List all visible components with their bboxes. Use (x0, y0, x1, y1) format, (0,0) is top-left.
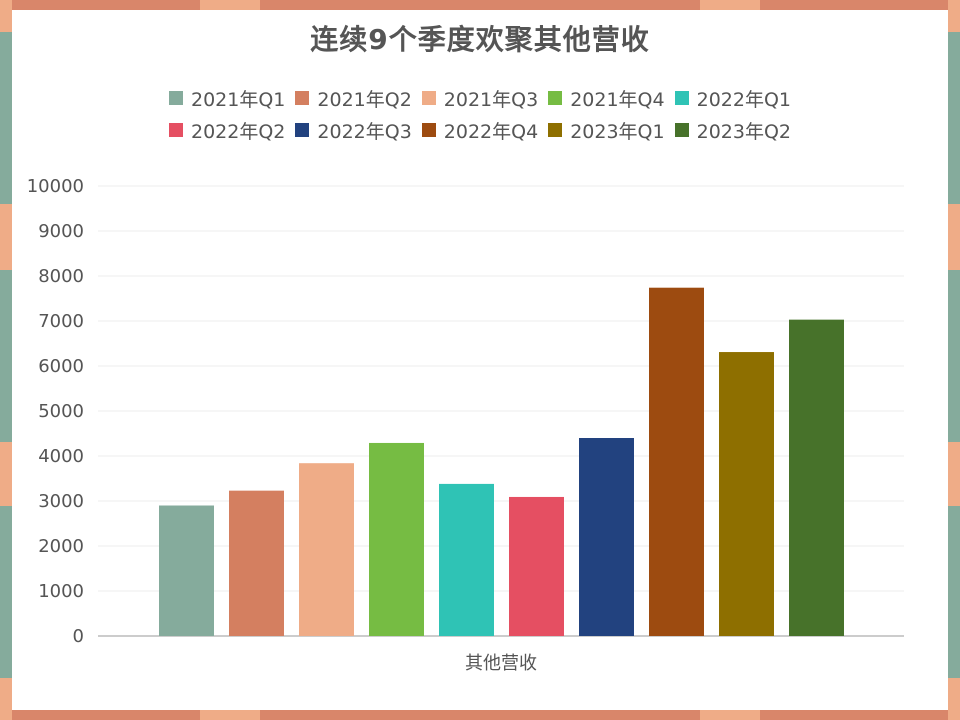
legend-item: 2021年Q2 (295, 85, 412, 112)
bar (649, 287, 704, 636)
bar (579, 438, 634, 636)
y-tick-label: 2000 (38, 536, 84, 557)
legend-label: 2021年Q3 (443, 88, 539, 111)
legend-item: 2022年Q3 (295, 117, 412, 144)
y-tick-label: 0 (73, 626, 84, 647)
legend-swatch (674, 123, 689, 137)
legend-item: 2021年Q4 (548, 85, 665, 112)
y-tick-label: 6000 (38, 356, 84, 377)
legend-swatch (295, 123, 310, 137)
bar (299, 463, 354, 636)
legend-swatch (421, 123, 436, 137)
legend-label: 2021年Q4 (570, 88, 665, 111)
x-category-label: 其他营收 (465, 653, 537, 674)
legend-swatch (548, 123, 563, 137)
legend-label: 2022年Q1 (696, 88, 792, 111)
y-tick-label: 9000 (38, 221, 84, 242)
bar (159, 505, 214, 636)
legend-item: 2023年Q1 (548, 117, 665, 144)
legend-label: 2021年Q2 (317, 88, 412, 111)
y-tick-label: 4000 (38, 446, 84, 467)
y-tick-label: 10000 (27, 176, 84, 197)
legend-label: 2023年Q2 (696, 120, 792, 143)
legend-label: 2022年Q2 (190, 120, 286, 143)
bar (439, 483, 494, 636)
bar (789, 319, 844, 636)
legend-row: 2021年Q1 2021年Q2 2021年Q3 2021年Q4 2022年Q1 (0, 82, 960, 114)
y-tick-label: 7000 (38, 311, 84, 332)
legend-item: 2022年Q2 (168, 117, 286, 144)
legend-swatch (674, 91, 689, 105)
legend-item: 2021年Q3 (421, 85, 539, 112)
legend-label: 2022年Q3 (317, 120, 412, 143)
y-tick-label: 3000 (38, 491, 84, 512)
chart-title: 连续9个季度欢聚其他营收 (310, 23, 650, 56)
legend-item: 2021年Q1 (168, 85, 286, 112)
legend-swatch (168, 91, 183, 105)
legend-swatch (421, 91, 436, 105)
legend-label: 2023年Q1 (570, 120, 665, 143)
legend-row: 2022年Q2 2022年Q3 2022年Q4 2023年Q1 2023年Q2 (0, 114, 960, 146)
legend-label: 2021年Q1 (190, 88, 286, 111)
bar (509, 496, 564, 636)
legend-swatch (548, 91, 563, 105)
legend-label: 2022年Q4 (443, 120, 539, 143)
bar (719, 352, 774, 636)
y-tick-label: 8000 (38, 266, 84, 287)
legend: 2021年Q1 2021年Q2 2021年Q3 2021年Q4 2022年Q1 2022… (0, 82, 960, 146)
bar (229, 490, 284, 636)
y-tick-label: 1000 (38, 581, 84, 602)
legend-swatch (168, 123, 183, 137)
legend-item: 2023年Q2 (674, 117, 792, 144)
legend-swatch (295, 91, 310, 105)
bar (369, 442, 424, 636)
legend-item: 2022年Q1 (674, 85, 792, 112)
legend-item: 2022年Q4 (421, 117, 539, 144)
y-tick-label: 5000 (38, 401, 84, 422)
